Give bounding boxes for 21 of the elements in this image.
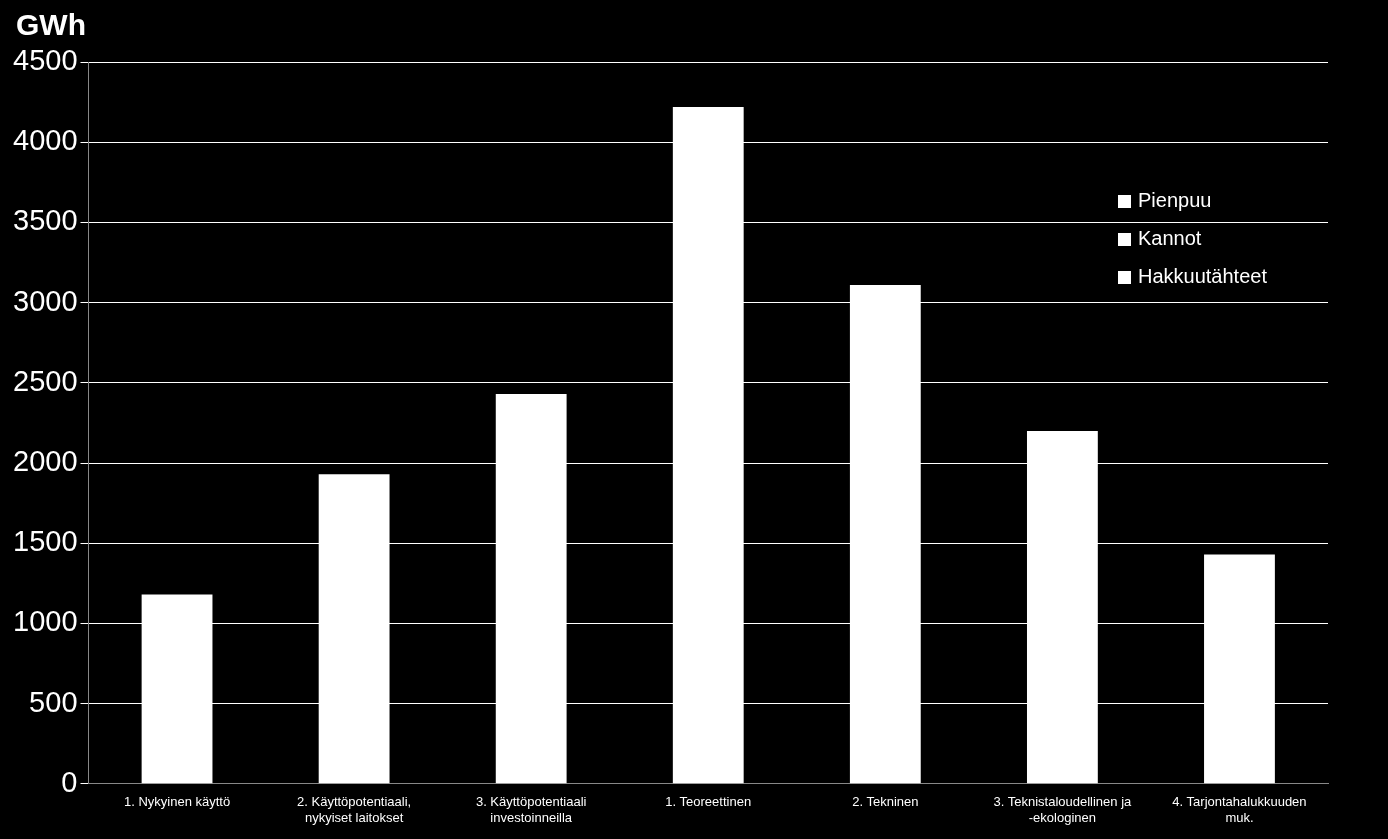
x-tick-label: 2. Tekninen: [852, 794, 919, 810]
legend-label: Pienpuu: [1138, 188, 1212, 211]
y-tick-label: 3500: [13, 204, 78, 237]
y-tick-label: 4000: [13, 124, 78, 157]
y-tick-label: 2500: [13, 364, 78, 397]
y-tick-label: 1000: [13, 605, 78, 638]
x-tick-label: 2. Käyttöpotentiaali, nykyiset laitokset: [297, 794, 412, 825]
x-tick-label: 1. Nykyinen käyttö: [123, 794, 231, 810]
x-tick-label: 3. Käyttöpotentiaali investoinneilla: [475, 794, 587, 825]
x-tick-label: 4. Tarjontahalukkuuden muk.: [1172, 794, 1307, 825]
x-tick-label: 3. Teknistaloudellinen ja -ekologinen: [993, 794, 1133, 825]
legend-label: Kannot: [1138, 226, 1202, 249]
x-tick-label: 1. Teoreettinen: [665, 794, 752, 810]
y-axis-title: GWh: [16, 8, 86, 42]
legend-label: Hakkuutähteet: [1138, 264, 1268, 287]
y-tick-label: 1500: [13, 525, 78, 558]
y-tick-label: 3000: [13, 284, 78, 317]
y-tick-label: 2000: [13, 445, 78, 477]
y-tick-label: 4500: [13, 44, 78, 76]
y-tick-label: 0: [61, 765, 78, 798]
y-tick-label: 500: [29, 685, 78, 718]
